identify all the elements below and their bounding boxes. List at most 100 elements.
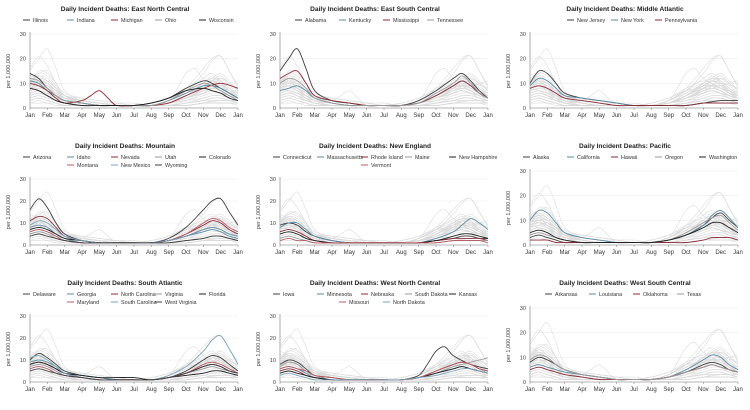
x-tick-label: Oct [181, 387, 191, 393]
y-tick-label: 20 [520, 194, 526, 200]
y-axis-label: per 1,000,000 [6, 54, 12, 89]
x-tick-label: Jan [483, 250, 493, 256]
x-tick-label: Jan [483, 387, 493, 393]
legend-label: Kentucky [349, 18, 371, 24]
x-tick-label: Apr [577, 250, 586, 256]
legend-label: New Jersey [577, 18, 605, 24]
legend-label: Pennsylvania [665, 18, 697, 24]
x-tick-label: Oct [431, 250, 441, 256]
legend-label: North Dakota [393, 300, 425, 306]
y-tick-label: 30 [520, 306, 526, 312]
y-tick-label: 30 [520, 32, 526, 38]
y-tick-label: 10 [270, 358, 276, 364]
legend-label: Alabama [305, 18, 326, 24]
x-tick-label: Aug [646, 113, 657, 119]
legend-label: South Dakota [415, 292, 448, 298]
x-tick-label: Jan [733, 113, 743, 119]
x-tick-label: May [594, 250, 605, 256]
background-state-line [30, 224, 238, 244]
background-state-line [280, 85, 488, 106]
legend-label: Tennessee [437, 18, 463, 24]
x-tick-label: May [594, 113, 605, 119]
legend-label: Iowa [283, 292, 294, 298]
x-tick-label: Nov [698, 250, 709, 256]
y-axis-label: per 1,000,000 [256, 332, 262, 367]
x-tick-label: Feb [542, 387, 553, 393]
y-tick-label: 10 [520, 355, 526, 361]
y-tick-label: 20 [20, 57, 26, 63]
x-tick-label: Apr [327, 387, 336, 393]
panel-title: Daily Incident Deaths: South Atlantic [67, 280, 182, 287]
y-tick-label: 0 [523, 380, 526, 386]
y-tick-label: 0 [23, 380, 26, 386]
y-tick-label: 30 [20, 32, 26, 38]
x-tick-label: Jan [275, 387, 285, 393]
legend-label: Illinois [33, 18, 48, 24]
legend-label: Florida [209, 292, 225, 298]
series-line-wisconsin [30, 87, 238, 107]
x-tick-label: Feb [42, 250, 53, 256]
x-tick-label: Feb [542, 113, 553, 119]
series-line-north-dakota [280, 368, 488, 381]
x-tick-label: Mar [309, 250, 319, 256]
x-tick-label: Dec [215, 387, 226, 393]
x-tick-label: Jul [380, 387, 388, 393]
legend-label: Texas [687, 292, 701, 298]
y-tick-label: 20 [20, 336, 26, 342]
x-tick-label: Aug [146, 387, 157, 393]
y-axis-label: per 1,000,000 [6, 332, 12, 367]
panel-7: Daily Incident Deaths: West North Centra… [256, 280, 493, 393]
x-tick-label: Jun [612, 250, 622, 256]
x-tick-label: Jan [233, 113, 243, 119]
x-tick-label: Jan [233, 250, 243, 256]
legend-label: Massachusetts [327, 155, 363, 161]
x-tick-label: Jun [362, 113, 372, 119]
x-tick-label: Dec [465, 113, 476, 119]
x-tick-label: Jan [275, 113, 285, 119]
x-tick-label: Nov [198, 387, 209, 393]
y-tick-label: 30 [270, 32, 276, 38]
y-tick-label: 20 [270, 57, 276, 63]
x-tick-label: Feb [292, 113, 303, 119]
x-tick-label: Mar [309, 113, 319, 119]
legend-label: Indiana [77, 18, 95, 24]
y-tick-label: 10 [20, 358, 26, 364]
x-tick-label: Oct [431, 387, 441, 393]
x-tick-label: Jan [525, 387, 535, 393]
legend-label: Hawaii [621, 155, 637, 161]
x-tick-label: Jun [112, 250, 122, 256]
legend-label: Maine [415, 155, 430, 161]
x-tick-label: Nov [448, 113, 459, 119]
y-tick-label: 20 [270, 199, 276, 205]
x-tick-label: Dec [215, 250, 226, 256]
x-tick-label: Aug [396, 113, 407, 119]
series-group [530, 322, 738, 381]
panel-title: Daily Incident Deaths: East North Centra… [61, 6, 190, 13]
x-tick-label: Sep [413, 113, 424, 119]
x-tick-label: Jan [233, 387, 243, 393]
x-tick-label: Oct [681, 387, 691, 393]
x-tick-label: May [594, 387, 605, 393]
series-group [280, 191, 488, 244]
x-tick-label: Jul [380, 113, 388, 119]
panel-1: Daily Incident Deaths: East South Centra… [256, 6, 493, 119]
legend-label: California [577, 155, 600, 161]
panel-0: Daily Incident Deaths: East North Centra… [6, 6, 243, 119]
panel-8: Daily Incident Deaths: West South Centra… [506, 280, 743, 393]
panel-4: Daily Incident Deaths: New England Connec… [256, 143, 497, 256]
x-tick-label: Dec [215, 113, 226, 119]
series-line-west-virginia [30, 363, 238, 381]
x-tick-label: Nov [698, 113, 709, 119]
panel-title: Daily Incident Deaths: West South Centra… [559, 280, 691, 287]
x-tick-label: Aug [146, 250, 157, 256]
series-line-washington [530, 221, 738, 244]
legend-label: West Virginia [165, 300, 197, 306]
series-group [530, 48, 738, 107]
legend-label: Rhode Island [371, 155, 403, 161]
x-tick-label: Sep [663, 113, 674, 119]
x-tick-label: Jan [275, 250, 285, 256]
panel-title: Daily Incident Deaths: East South Centra… [310, 6, 440, 13]
y-tick-label: 0 [23, 243, 26, 249]
legend-label: New York [621, 18, 644, 24]
y-tick-label: 0 [273, 380, 276, 386]
